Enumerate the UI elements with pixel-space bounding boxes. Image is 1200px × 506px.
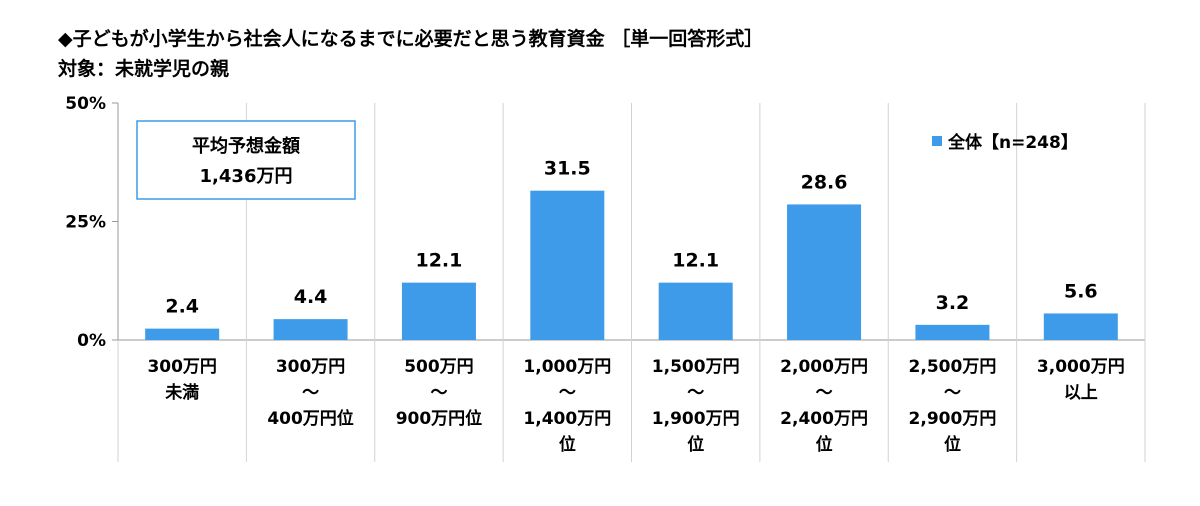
x-category-label: 300万円 xyxy=(276,357,346,377)
bar-value-label: 12.1 xyxy=(672,250,719,272)
x-category-label: 1,500万円 xyxy=(652,357,740,377)
x-category-label: 位 xyxy=(816,434,833,455)
average-box-value: 1,436万円 xyxy=(200,166,293,187)
average-box-frame xyxy=(136,120,356,200)
bar xyxy=(401,282,476,340)
chart-subtitle: 対象：未就学児の親 xyxy=(58,58,230,80)
bar-value-label: 28.6 xyxy=(801,171,848,193)
x-category-label: 〜 xyxy=(816,383,833,403)
bar xyxy=(273,319,348,340)
average-box-label: 平均予想金額 xyxy=(192,135,300,157)
x-category-label: 〜 xyxy=(302,383,319,403)
bar xyxy=(145,328,220,340)
x-category-label: 位 xyxy=(559,434,576,455)
x-category-label: 〜 xyxy=(430,383,447,403)
x-category-label: 900万円位 xyxy=(396,408,483,429)
bar-value-label: 2.4 xyxy=(165,296,199,318)
x-category-label: 位 xyxy=(944,434,961,455)
bar xyxy=(787,204,862,340)
x-category-label: 2,900万円 xyxy=(909,409,997,429)
x-category-label: 以上 xyxy=(1064,383,1098,403)
x-category-label: 1,000万円 xyxy=(523,357,611,377)
x-category-label: 3,000万円 xyxy=(1037,357,1125,377)
x-category-label: 300万円 xyxy=(147,357,217,377)
x-category-label: 〜 xyxy=(559,383,576,403)
legend-label: 全体【n=248】 xyxy=(947,132,1078,153)
bar xyxy=(1043,313,1118,340)
x-category-label: 2,500万円 xyxy=(909,357,997,377)
x-category-label: 500万円 xyxy=(404,357,474,377)
x-category-label: 1,900万円 xyxy=(652,409,740,429)
chart-title: ◆子どもが小学生から社会人になるまでに必要だと思う教育資金 ［単一回答形式］ xyxy=(58,28,764,50)
legend-swatch xyxy=(932,136,942,146)
x-category-label: 2,400万円 xyxy=(780,409,868,429)
x-category-label: 位 xyxy=(687,434,704,455)
y-tick-label: 25% xyxy=(65,213,106,233)
bar-value-label: 12.1 xyxy=(415,250,462,272)
y-tick-label: 0% xyxy=(77,331,106,351)
x-category-label: 〜 xyxy=(687,383,704,403)
bar-value-label: 31.5 xyxy=(544,158,591,180)
legend: 全体【n=248】 xyxy=(932,132,1078,153)
bar-value-label: 4.4 xyxy=(294,286,328,308)
x-category-label: 1,400万円 xyxy=(523,409,611,429)
average-estimate-box: 平均予想金額 1,436万円 xyxy=(136,120,356,200)
bar xyxy=(915,324,990,340)
x-category-label: 未満 xyxy=(164,382,199,403)
x-category-label: 〜 xyxy=(944,383,961,403)
bar-value-label: 5.6 xyxy=(1064,280,1098,302)
bar-value-label: 3.2 xyxy=(936,292,970,314)
bar xyxy=(658,282,733,340)
x-category-label: 2,000万円 xyxy=(780,357,868,377)
y-tick-label: 50% xyxy=(65,94,106,114)
bar xyxy=(530,190,605,340)
x-category-label: 400万円位 xyxy=(267,408,354,429)
